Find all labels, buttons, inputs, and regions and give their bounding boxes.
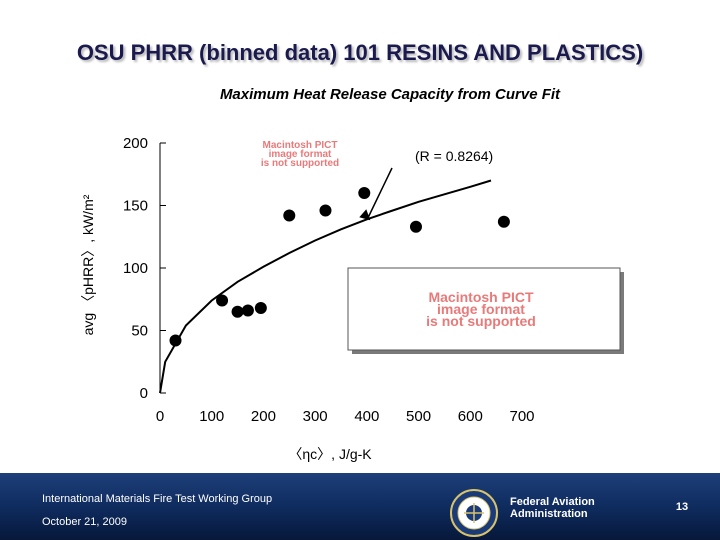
pict-box-frame xyxy=(347,267,621,351)
data-point xyxy=(283,209,296,222)
x-tick-label: 200 xyxy=(251,408,276,425)
scatter-chart: Macintosh PICT image format is not suppo… xyxy=(80,135,624,462)
footer-agency-line1: Federal Aviation xyxy=(510,496,595,508)
fit-curve xyxy=(159,179,492,394)
data-point xyxy=(497,215,510,228)
page-number: 13 xyxy=(675,501,689,513)
pict-placeholder-large-line3: is not supported xyxy=(426,313,536,329)
fit-curve-group xyxy=(159,167,492,394)
x-tick-label: 600 xyxy=(458,408,483,425)
data-point xyxy=(231,305,244,318)
data-point xyxy=(216,294,229,307)
x-tick-label: 100 xyxy=(199,408,224,425)
x-tick-label: 0 xyxy=(156,408,164,425)
annotation-arrow xyxy=(367,167,393,218)
footer-agency: Federal Aviation Administration xyxy=(510,496,620,520)
slide-title: OSU PHRR (binned data) 101 RESINS AND PL… xyxy=(76,40,644,65)
pict-placeholder-small: Macintosh PICT image format is not suppo… xyxy=(261,140,339,169)
y-tick-label: 150 xyxy=(123,198,148,215)
data-point xyxy=(254,302,267,314)
annotation-arrowhead xyxy=(359,209,371,221)
y-tick-label: 200 xyxy=(123,135,148,152)
pict-placeholder-large: Macintosh PICT image format is not suppo… xyxy=(347,267,624,354)
data-point xyxy=(409,220,422,233)
chart-axes: 0 50 100 150 200 0 100 200 300 400 500 600 700 xyxy=(123,135,535,425)
data-points xyxy=(169,187,510,347)
pict-placeholder-small-line3: is not supported xyxy=(261,158,339,169)
footer-bar: International Materials Fire Test Workin… xyxy=(0,473,720,540)
y-tick-label: 50 xyxy=(131,323,148,340)
x-tick-label: 400 xyxy=(354,408,379,425)
pict-placeholder-small-line2: image format xyxy=(269,149,332,160)
pict-placeholder-small-line1: Macintosh PICT xyxy=(262,140,337,151)
data-point xyxy=(169,334,182,347)
footer-org: International Materials Fire Test Workin… xyxy=(42,493,273,505)
faa-seal-icon xyxy=(450,489,498,537)
data-point xyxy=(319,204,332,217)
r-annotation: (R = 0.8264) xyxy=(415,148,493,164)
pict-placeholder-large-line1: Macintosh PICT xyxy=(428,289,533,305)
data-point xyxy=(241,304,254,317)
x-axis-label: 〈ηc〉, J/g-K xyxy=(288,446,372,462)
slide-subtitle: Maximum Heat Release Capacity from Curve… xyxy=(219,86,561,103)
y-tick-label: 100 xyxy=(123,260,148,277)
x-tick-label: 300 xyxy=(303,408,328,425)
data-point xyxy=(358,187,371,199)
footer-date: October 21, 2009 xyxy=(42,516,128,528)
y-tick-label: 0 xyxy=(140,385,148,402)
footer-agency-line2: Administration xyxy=(510,508,588,520)
x-tick-label: 700 xyxy=(509,408,534,425)
pict-placeholder-large-line2: image format xyxy=(437,301,525,317)
y-axis-label: avg 〈pHRR〉, kW/m² xyxy=(80,194,96,335)
x-tick-label: 500 xyxy=(406,408,431,425)
axis-labels: avg 〈pHRR〉, kW/m² 〈ηc〉, J/g-K (R = 0.826… xyxy=(80,148,493,462)
